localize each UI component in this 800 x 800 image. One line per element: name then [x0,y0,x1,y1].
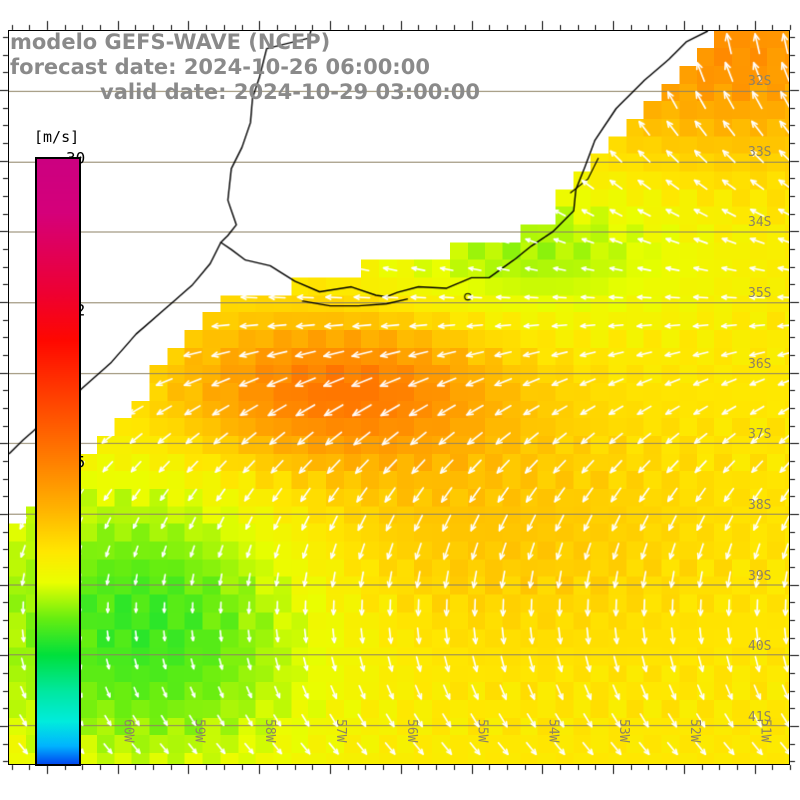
colorbar-unit-label: [m/s] [32,128,82,146]
colorbar-gradient [37,159,79,764]
colorbar-box[interactable] [35,157,81,766]
wind-barb-field [9,31,789,764]
map-frame[interactable] [8,30,790,765]
